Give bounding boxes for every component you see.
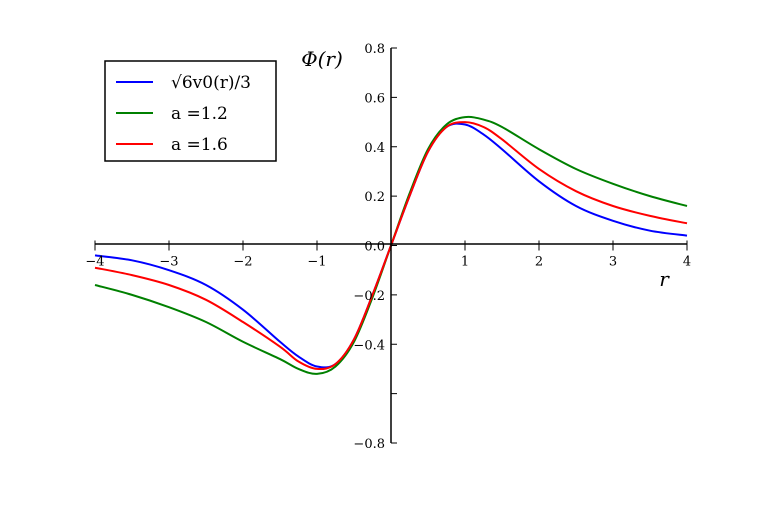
y-tick-label: 0.2 [364,190,385,205]
x-tick-label: 3 [609,255,617,270]
legend-label: a =1.6 [171,135,228,155]
legend-label: √6v0(r)/3 [171,73,251,93]
x-axis-label: r [659,267,670,291]
x-tick-label: −3 [159,255,178,270]
legend: √6v0(r)/3 a =1.2 a =1.6 [104,60,277,162]
y-tick-label: 0.8 [364,42,385,57]
x-tick-label: 2 [535,255,543,270]
y-axis-label: Φ(r) [301,47,343,71]
y-tick-label: −0.8 [353,437,385,452]
x-tick-label: −1 [307,255,326,270]
y-ticks: −0.8 −0.4 −0.2 0.0 0.2 0.4 0.6 0.8 [353,42,397,452]
axes: −4 −3 −2 −1 1 2 3 4 −0.8 −0.4 −0.2 0.0 0.2 0.4 0.6 0.8 [85,42,691,452]
legend-entry: a =1.2 [116,104,228,124]
x-tick-label: 1 [461,255,469,270]
x-tick-label: −2 [233,255,252,270]
x-ticks: −4 −3 −2 −1 1 2 3 4 [85,240,691,270]
y-tick-label: 0.6 [364,91,385,106]
x-tick-label: −4 [85,255,104,270]
y-tick-label: −0.2 [353,289,385,304]
x-tick-label: 4 [683,255,691,270]
y-tick-label: 0.4 [364,141,385,156]
legend-label: a =1.2 [171,104,228,124]
y-tick-label: 0.0 [364,240,385,255]
legend-entry: √6v0(r)/3 [116,73,251,93]
y-tick-label: −0.4 [353,338,385,353]
legend-entry: a =1.6 [116,135,228,155]
